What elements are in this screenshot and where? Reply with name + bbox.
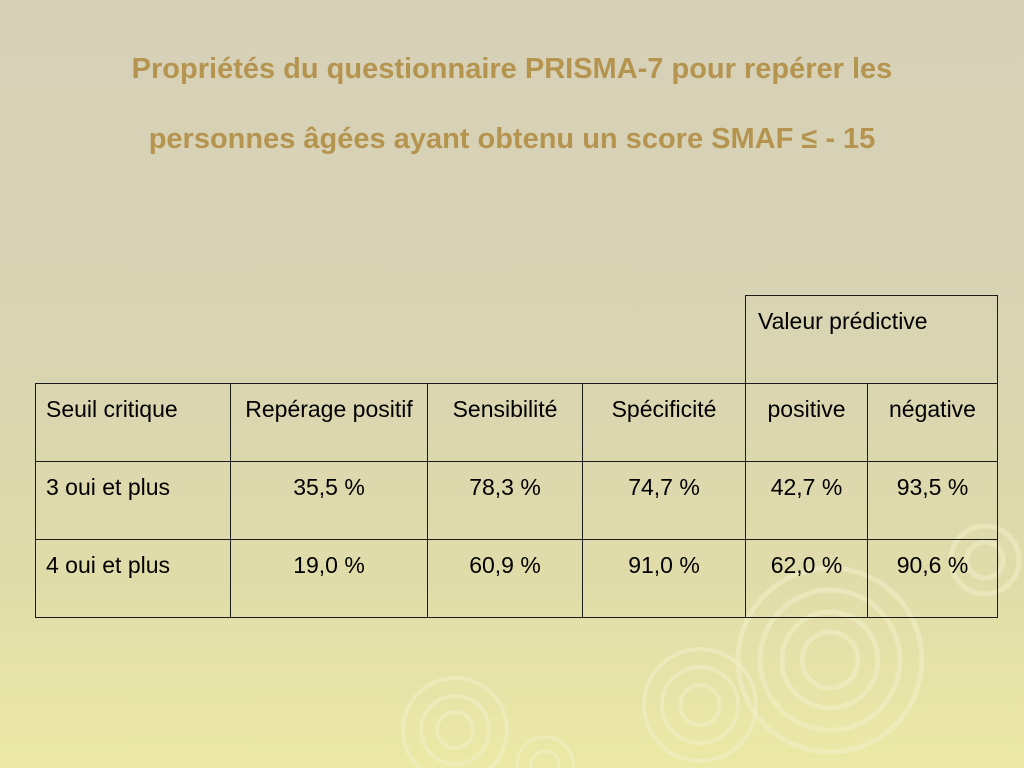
table-cell: 60,9 % [427,539,583,618]
table-cell: 4 oui et plus [35,539,231,618]
table-group-header-row: Valeur prédictive [36,295,998,384]
column-header: positive [745,383,868,462]
table-cell: 91,0 % [582,539,746,618]
table-row: 3 oui et plus 35,5 % 78,3 % 74,7 % 42,7 … [35,461,998,540]
title-line-2: personnes âgées ayant obtenu un score SM… [148,123,876,155]
column-header: Repérage positif [230,383,428,462]
table-cell: 42,7 % [745,461,868,540]
column-header: Seuil critique [35,383,231,462]
group-header-valeur-predictive: Valeur prédictive [745,295,998,384]
table-cell: 93,5 % [867,461,998,540]
results-table: Valeur prédictive Seuil critique Repérag… [35,295,998,618]
table-cell: 62,0 % [745,539,868,618]
column-header: Spécificité [582,383,746,462]
table-header-row: Seuil critique Repérage positif Sensibil… [35,383,998,462]
table-cell: 19,0 % [230,539,428,618]
table-cell: 90,6 % [867,539,998,618]
table-row: 4 oui et plus 19,0 % 60,9 % 91,0 % 62,0 … [35,539,998,618]
table-cell: 78,3 % [427,461,583,540]
table-cell: 74,7 % [582,461,746,540]
column-header: Sensibilité [427,383,583,462]
table-cell: 3 oui et plus [35,461,231,540]
column-header: négative [867,383,998,462]
page-title: Propriétés du questionnaire PRISMA-7 pou… [40,34,984,174]
title-line-1: Propriétés du questionnaire PRISMA-7 pou… [131,53,893,85]
table-cell: 35,5 % [230,461,428,540]
